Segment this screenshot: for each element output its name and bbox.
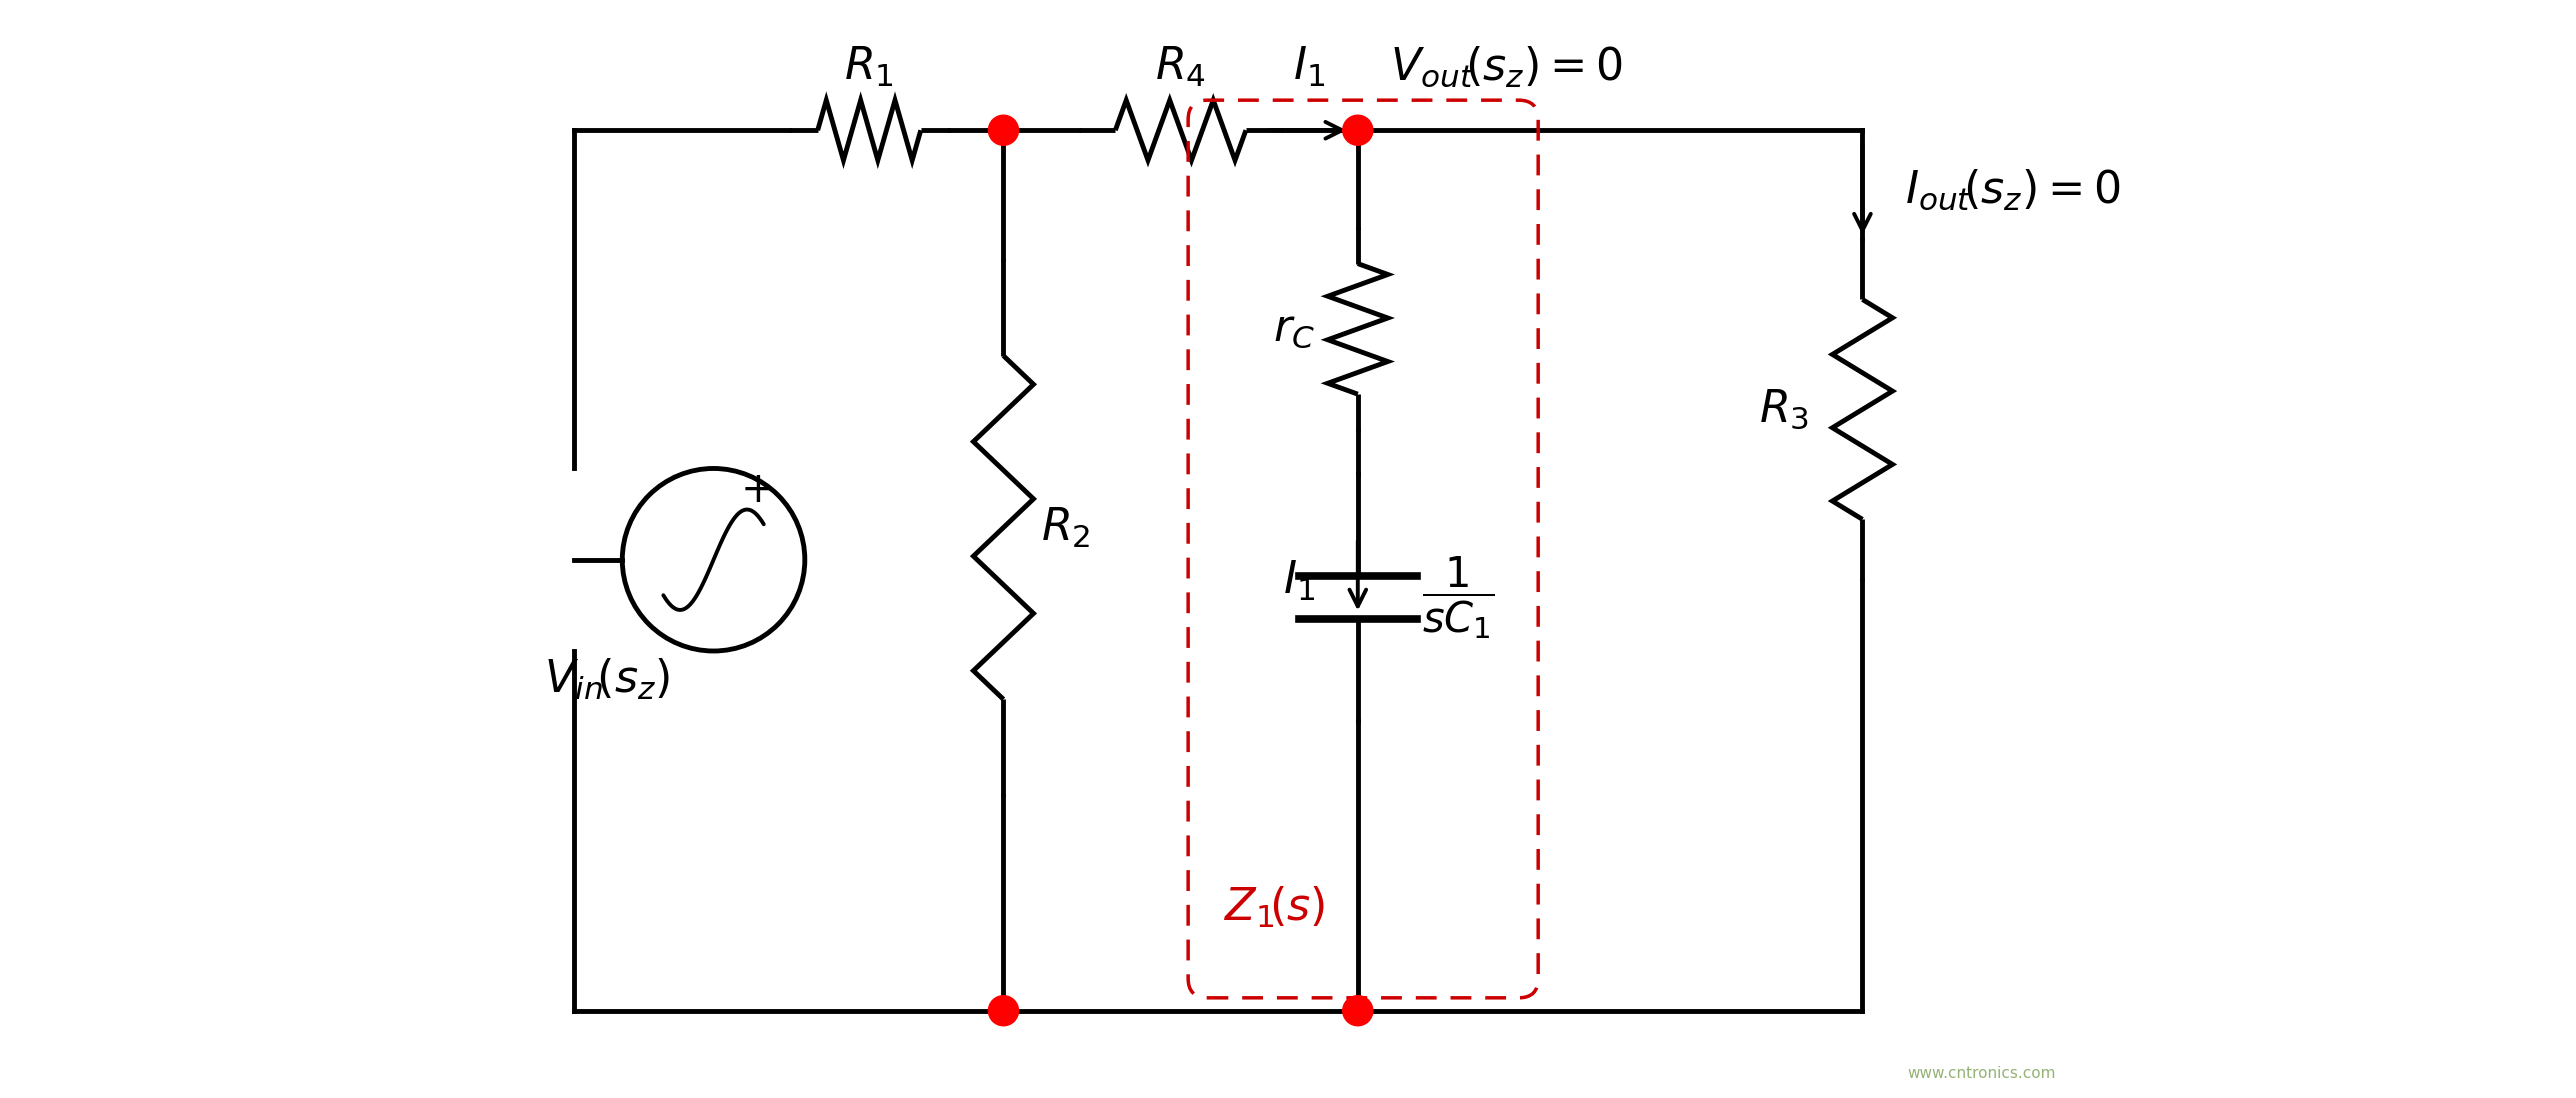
Text: $I_1$: $I_1$ xyxy=(1293,45,1327,89)
Text: $+$: $+$ xyxy=(739,469,773,511)
Text: $V_{in}\!\left(s_z\right)$: $V_{in}\!\left(s_z\right)$ xyxy=(544,657,670,702)
Circle shape xyxy=(989,115,1018,145)
Circle shape xyxy=(1342,996,1373,1026)
Circle shape xyxy=(1342,115,1373,145)
Text: $I_{out}\!\left(s_z\right)=0$: $I_{out}\!\left(s_z\right)=0$ xyxy=(1906,167,2120,212)
Text: $\dfrac{1}{sC_1}$: $\dfrac{1}{sC_1}$ xyxy=(1422,553,1494,641)
Text: $V_{out}\!\left(s_z\right)=0$: $V_{out}\!\left(s_z\right)=0$ xyxy=(1391,45,1623,89)
Text: $I_1$: $I_1$ xyxy=(1283,559,1314,603)
Text: $R_4$: $R_4$ xyxy=(1154,45,1206,89)
Text: www.cntronics.com: www.cntronics.com xyxy=(1906,1065,2056,1080)
Text: $R_3$: $R_3$ xyxy=(1759,388,1808,432)
Text: $R_2$: $R_2$ xyxy=(1041,505,1090,550)
Text: $r_C$: $r_C$ xyxy=(1273,307,1314,350)
Text: $Z_1\!\left(s\right)$: $Z_1\!\left(s\right)$ xyxy=(1224,885,1324,930)
Text: $R_1$: $R_1$ xyxy=(845,45,894,89)
Circle shape xyxy=(989,996,1018,1026)
